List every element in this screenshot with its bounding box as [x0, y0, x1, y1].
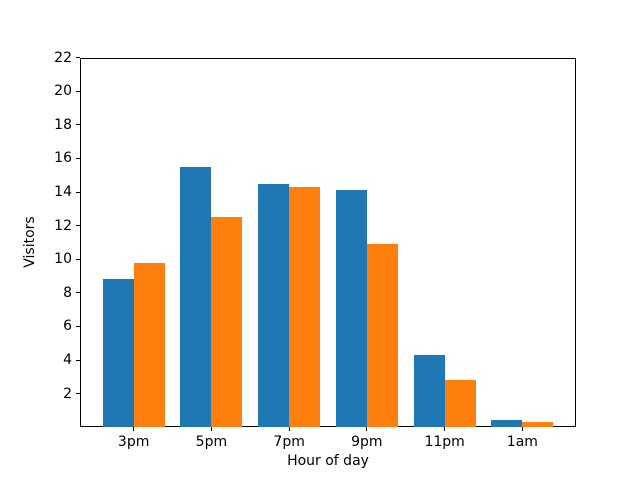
y-tick-label: 14 [54, 184, 72, 200]
y-tick-mark [76, 225, 80, 227]
y-tick-label: 8 [63, 284, 72, 301]
bar-3pm-orange [133, 262, 165, 428]
y-tick-label: 18 [54, 116, 72, 133]
y-tick-label: 6 [63, 318, 72, 335]
x-tick-mark [288, 427, 290, 432]
x-tick-label: 11pm [424, 434, 465, 451]
bar-11pm-blue [413, 354, 445, 428]
x-tick-mark [444, 427, 446, 432]
x-tick-mark [133, 427, 135, 432]
bar-7pm-blue [258, 183, 290, 428]
x-tick-label: 5pm [195, 434, 228, 451]
y-tick-label: 20 [54, 83, 72, 100]
x-tick-label: 1am [506, 434, 538, 451]
x-tick-label: 9pm [351, 434, 383, 451]
x-tick-label: 7pm [273, 434, 305, 451]
y-tick-mark [76, 325, 80, 327]
bar-9pm-blue [335, 190, 367, 428]
y-tick-label: 12 [54, 217, 72, 234]
bar-9pm-orange [366, 244, 398, 428]
y-tick-mark [76, 57, 80, 59]
x-tick-label: 3pm [117, 434, 150, 451]
y-tick-label: 16 [54, 150, 72, 167]
y-tick-label: 4 [63, 352, 72, 368]
bar-1am-orange [522, 422, 554, 428]
bar-3pm-blue [102, 279, 134, 428]
bar-5pm-orange [211, 217, 243, 428]
y-tick-label: 2 [63, 385, 72, 402]
bar-1am-blue [491, 420, 523, 428]
y-tick-mark [76, 191, 80, 193]
x-tick-mark [521, 427, 523, 432]
y-tick-mark [76, 90, 80, 92]
y-tick-mark [76, 393, 80, 395]
y-tick-mark [76, 157, 80, 159]
y-tick-mark [76, 258, 80, 260]
bar-5pm-blue [180, 166, 212, 428]
y-tick-mark [76, 359, 80, 361]
bar-11pm-orange [444, 380, 476, 428]
x-tick-mark [210, 427, 212, 432]
x-axis-label: Hour of day [287, 453, 369, 470]
y-tick-mark [76, 124, 80, 126]
x-tick-mark [366, 427, 368, 432]
y-tick-label: 10 [54, 251, 72, 268]
bar-7pm-orange [289, 186, 321, 428]
y-tick-label: 22 [54, 49, 72, 66]
y-tick-mark [76, 292, 80, 294]
